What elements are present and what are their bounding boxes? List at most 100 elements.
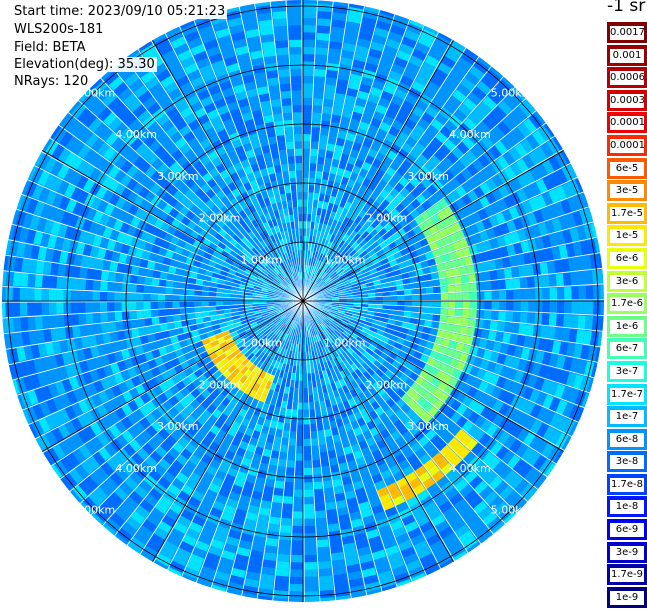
scan-cell [172,295,179,301]
scan-cell [94,323,103,334]
scan-cell [328,523,340,532]
scan-cell [322,113,332,121]
scan-cell [308,395,313,403]
scan-cell [324,488,334,496]
scan-cell [304,548,316,556]
scan-cell [114,302,122,311]
scan-cell [20,302,28,316]
scan-cell [550,301,558,313]
scan-cell [593,301,601,315]
scan-cell [151,294,158,301]
scan-cell [506,301,513,311]
scan-cell [143,302,151,310]
scan-cell [56,289,64,301]
scan-cell [304,598,319,606]
scan-cell [318,561,331,569]
scan-cell [304,468,312,476]
scan-cell [78,302,86,313]
scan-cell [151,302,159,309]
scan-cell [309,402,315,410]
scan-cell [276,561,289,569]
scan-cell [280,518,291,526]
scan-cell [317,18,331,26]
scan-cell [557,287,565,300]
scan-cell [304,417,310,425]
scan-cell [326,509,337,518]
scan-cell [49,302,57,314]
scan-cell [440,308,448,315]
scan-cell [314,76,325,84]
scan-cell [411,289,419,295]
scan-cell [312,120,321,128]
scan-cell [303,127,311,135]
scan-cell [93,280,101,291]
scan-cell [129,293,137,301]
scan-cell [327,70,339,79]
scan-cell [303,388,308,395]
scan-cell [303,199,308,206]
scan-cell [521,289,529,300]
scan-cell [454,276,462,284]
scan-cell [303,374,307,381]
scan-cell [20,317,28,331]
scan-cell [556,274,564,287]
scan-cell [592,270,600,285]
scan-cell [78,290,86,301]
scan-cell [289,577,303,585]
scan-cell [325,84,336,93]
scan-cell [426,287,434,294]
scan-cell [303,156,310,163]
scan-cell [130,319,138,328]
scan-cell [290,562,303,570]
scan-cell [329,538,342,547]
scan-cell [441,301,448,308]
scan-cell [288,438,295,446]
scan-cell [78,313,86,324]
scan-cell [277,554,290,562]
scan-cell [446,277,454,285]
scan-cell [122,302,130,311]
scan-cell [151,286,159,294]
scan-cell [304,461,312,469]
scan-cell [86,324,95,335]
scan-cell [34,302,42,315]
scan-cell [230,301,237,305]
scan-cell [0,302,6,317]
scan-cell [484,311,492,320]
scan-cell [319,590,334,598]
scan-cell [108,271,116,281]
scan-cell [527,277,535,289]
scan-cell [304,584,318,592]
scan-cell [304,432,311,440]
scan-cell [94,269,102,280]
scan-cell [463,301,470,309]
scan-cell [310,156,317,164]
scan-cell [405,295,412,300]
scan-cell [570,315,578,329]
scan-cell [293,504,303,512]
scan-cell [304,562,317,570]
scan-cell [209,297,216,302]
scan-cell [319,583,333,591]
scan-cell [404,290,412,296]
scan-cell [187,302,194,308]
scan-cell [284,482,293,490]
scan-cell [433,308,441,315]
scan-cell [290,569,303,577]
scan-cell [513,290,521,301]
scan-cell [317,539,329,547]
scan-cell [311,149,319,157]
scan-cell [286,460,294,468]
scan-cell [304,482,313,490]
scan-cell [505,279,513,290]
scan-cell [564,301,572,314]
scan-cell [42,302,50,315]
scan-cell [542,301,550,313]
scan-cell [158,309,166,316]
scan-cell [317,547,330,555]
scan-cell [323,480,333,488]
scan-cell [303,76,314,84]
scan-cell [397,290,405,295]
scan-cell [194,307,202,313]
scan-cell [316,54,328,62]
